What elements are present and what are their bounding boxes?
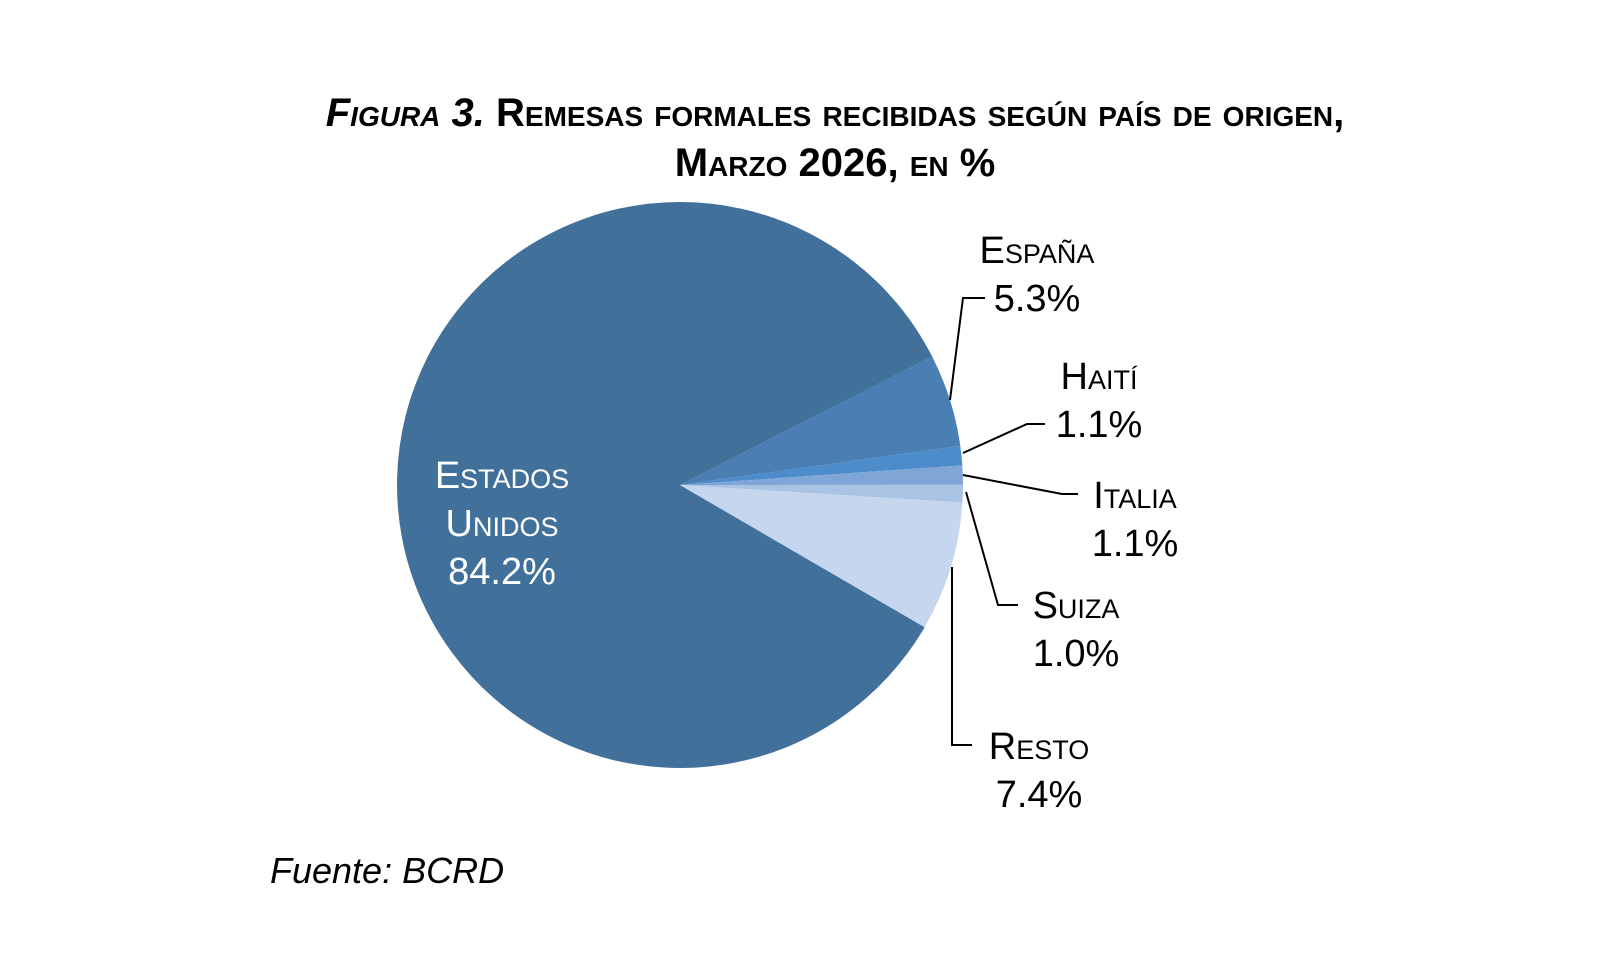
slice-value-suiza: 1.0%: [1033, 633, 1120, 675]
pie-slice-resto: [680, 485, 963, 628]
leader-line-españa: [949, 297, 985, 401]
pie-slice-suiza: [680, 484, 963, 503]
title-text: Remesas formales recibidas según país de…: [496, 91, 1345, 135]
slice-label-españa: España: [980, 230, 1095, 272]
slice-label-haití: Haití: [1061, 356, 1138, 398]
leader-line-suiza: [965, 491, 1018, 606]
source-note: Fuente: BCRD: [270, 850, 505, 891]
slice-value-estados-unidos: 84.2%: [448, 551, 556, 593]
slice-value-haití: 1.1%: [1056, 404, 1143, 446]
leader-line-resto: [951, 567, 972, 746]
slice-value-italia: 1.1%: [1092, 523, 1179, 565]
slice-label-suiza: Suiza: [1033, 585, 1120, 627]
slice-label-estados-unidos: Estados: [435, 455, 569, 497]
chart-title-line1: Figura 3. Remesas formales recibidas seg…: [0, 88, 1600, 138]
pie-slice-italia: [680, 465, 963, 485]
pie-slice-haití: [680, 445, 963, 485]
pie-slice-estados-unidos: [396, 201, 933, 769]
chart-title-line2: Marzo 2026, en %: [674, 141, 996, 185]
slice-label-estados-unidos: Unidos: [446, 503, 559, 545]
pie-slice-españa: [680, 356, 961, 485]
slice-label-italia: Italia: [1093, 475, 1177, 517]
slice-value-resto: 7.4%: [996, 774, 1083, 816]
slice-value-españa: 5.3%: [994, 278, 1081, 320]
leader-line-haití: [962, 423, 1045, 454]
figure-number: Figura 3.: [325, 91, 485, 135]
leader-line-italia: [962, 474, 1078, 495]
slice-label-resto: Resto: [989, 726, 1089, 768]
